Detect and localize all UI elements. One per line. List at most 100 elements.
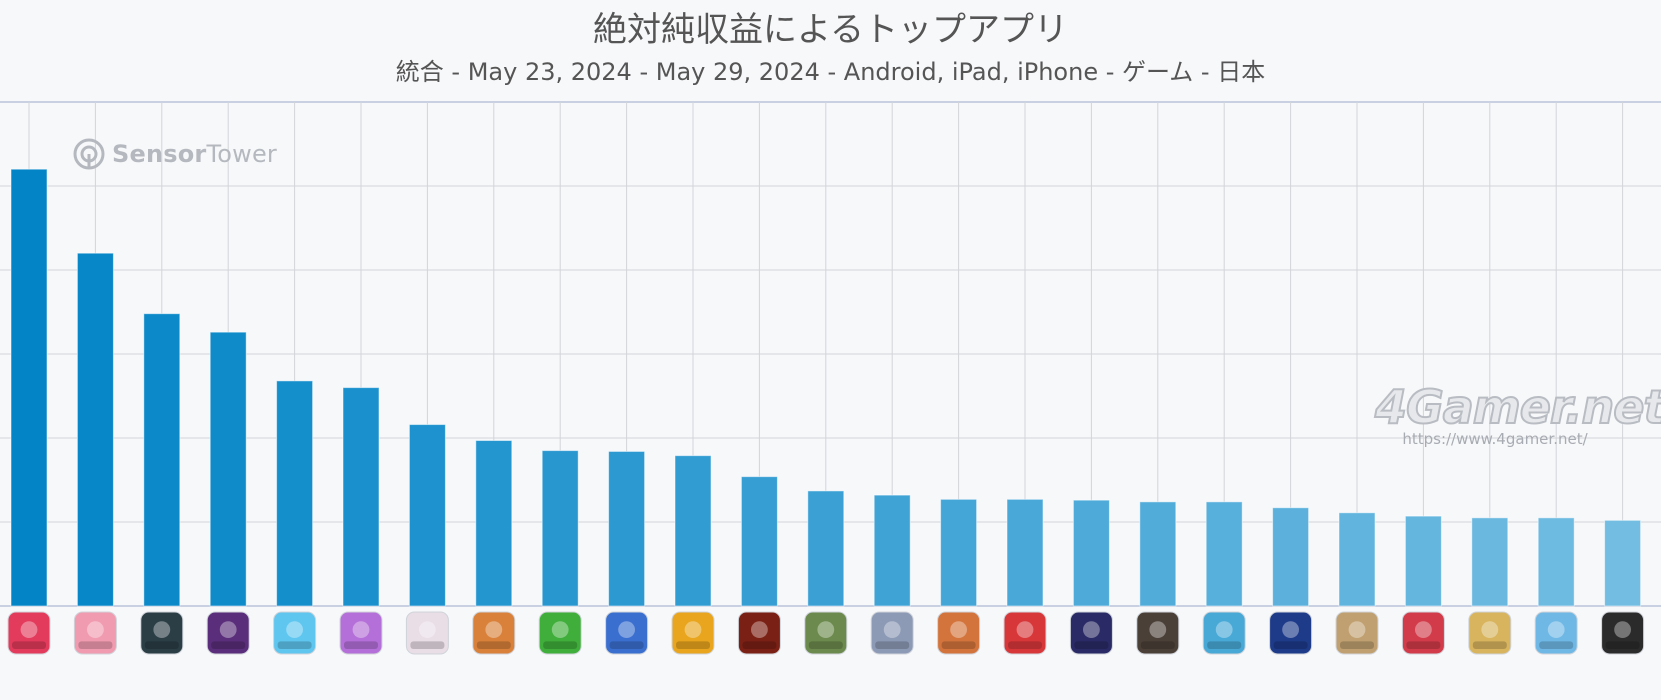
- adventure-girl-icon: [472, 611, 516, 655]
- 4gamer-watermark: 4Gamer.net https://www.4gamer.net/: [1374, 379, 1661, 448]
- three-kingdoms-icon-tile: [737, 611, 781, 655]
- sensor-tower-logo-icon: [73, 138, 105, 170]
- chart-subtitle: 統合 - May 23, 2024 - May 29, 2024 - Andro…: [395, 58, 1266, 86]
- bar-5: [276, 380, 314, 607]
- bar-8: [475, 440, 513, 607]
- now-logo-icon-band: [1605, 641, 1640, 649]
- bar-19: [1205, 501, 1243, 607]
- adventure-girl-icon-highlight: [485, 621, 503, 639]
- bar-25: [1604, 519, 1642, 607]
- mushroom-legend-icon-highlight: [551, 621, 569, 639]
- 4gamer-logo: 4Gamer.net: [1374, 379, 1661, 435]
- dragon-ball-icon: [1069, 611, 1113, 655]
- bar-2: [76, 252, 114, 607]
- bar-13: [807, 490, 845, 607]
- anime-girl-pink-icon-band: [78, 641, 113, 649]
- pokeball-icon: [1003, 611, 1047, 655]
- pirate-icon-highlight: [1348, 621, 1366, 639]
- adventure-girl-icon-band: [476, 641, 511, 649]
- magic-girl-icon-band: [1406, 641, 1441, 649]
- sensor-tower-wordmark: SensorTower: [112, 140, 277, 168]
- coin-master-icon-band: [676, 641, 710, 649]
- pokeball-icon-highlight: [1016, 621, 1034, 639]
- magic-girl-icon-tile: [1401, 611, 1445, 655]
- sorcerer-icon: [605, 611, 649, 655]
- dark-fantasy-icon-highlight: [153, 621, 171, 639]
- bar-15: [940, 498, 978, 607]
- bar-21: [1338, 512, 1376, 607]
- blue-hair-girl-icon: [1534, 611, 1578, 655]
- magic-girl-icon: [1401, 611, 1445, 655]
- three-kingdoms-icon-band: [742, 641, 777, 649]
- coin-master-icon-tile: [671, 611, 715, 655]
- blue-planet-icon-highlight: [1282, 621, 1299, 639]
- dark-fantasy-icon-band: [144, 641, 179, 649]
- adventure-girl-icon-tile: [472, 611, 516, 655]
- blue-hair-girl-icon-highlight: [1547, 621, 1565, 639]
- bar-20: [1272, 507, 1310, 607]
- netmarble-anime-icon-tile: [937, 611, 981, 655]
- pokeball-icon-tile: [1003, 611, 1047, 655]
- silver-hair-girl-icon-highlight: [883, 621, 901, 639]
- castle-strategy-icon-highlight: [817, 621, 835, 639]
- puzzle-math-icon-highlight: [286, 621, 303, 639]
- castle-strategy-icon-band: [808, 641, 843, 649]
- castle-strategy-icon-tile: [804, 611, 848, 655]
- bar-16: [1006, 498, 1044, 607]
- bar-1: [10, 168, 48, 607]
- horse-girl-icon-tile: [339, 611, 383, 655]
- blue-hair-girl-icon-band: [1539, 641, 1574, 649]
- magic-girl-icon-highlight: [1415, 621, 1432, 639]
- bar-6: [342, 387, 380, 607]
- bar-7: [408, 424, 446, 607]
- netmarble-anime-icon-highlight: [950, 621, 967, 639]
- dragon-ball-icon-highlight: [1083, 621, 1100, 639]
- coin-master-icon-highlight: [684, 621, 702, 639]
- bar-11: [674, 455, 712, 607]
- bar-10: [608, 450, 646, 607]
- blue-planet-icon: [1269, 611, 1313, 655]
- sorcerer-icon-highlight: [618, 621, 635, 639]
- puzzle-math-icon-tile: [273, 611, 317, 655]
- bar-12: [740, 476, 778, 607]
- silver-hair-girl-icon-band: [875, 641, 910, 649]
- bar-24: [1537, 517, 1575, 607]
- blonde-knight-icon-band: [1472, 641, 1507, 649]
- sorcerer-icon-band: [609, 641, 644, 649]
- horse-girl-icon-highlight: [352, 621, 370, 639]
- now-logo-icon-tile: [1601, 611, 1645, 655]
- fighter-purple-icon-tile: [206, 611, 250, 655]
- netmarble-anime-icon: [937, 611, 981, 655]
- bar-18: [1139, 501, 1177, 607]
- bar-3: [143, 313, 181, 607]
- blue-hair-girl-icon-tile: [1534, 611, 1578, 655]
- dragon-icon: [7, 611, 51, 655]
- fighter-purple-icon-highlight: [219, 621, 237, 639]
- silver-hair-girl-icon: [870, 611, 914, 655]
- anime-girl-pink-icon: [73, 611, 117, 655]
- horse-girl-icon: [339, 611, 383, 655]
- blue-planet-icon-band: [1273, 641, 1308, 649]
- blue-planet-icon-tile: [1269, 611, 1313, 655]
- bar-22: [1404, 515, 1442, 607]
- chart-bars: [10, 168, 1642, 607]
- netmarble-anime-icon-band: [941, 641, 976, 649]
- three-kingdoms-icon: [737, 611, 781, 655]
- math-soldier-icon-band: [1207, 641, 1242, 649]
- anime-girl-pink-icon-tile: [73, 611, 117, 655]
- castle-strategy-icon: [804, 611, 848, 655]
- three-kingdoms-icon-highlight: [751, 621, 768, 639]
- sensor-tower-watermark: SensorTower: [72, 136, 277, 172]
- white-hair-girl-icon-band: [410, 641, 445, 649]
- bar-23: [1471, 517, 1509, 607]
- horse-girl-icon-band: [344, 641, 378, 649]
- math-soldier-icon: [1202, 611, 1246, 655]
- dragon-ball-icon-tile: [1069, 611, 1113, 655]
- mushroom-legend-icon-tile: [538, 611, 582, 655]
- puzzle-math-icon-band: [277, 641, 312, 649]
- app-icons-row: [7, 611, 1645, 655]
- puzzle-math-icon: [273, 611, 317, 655]
- sorcerer-icon-tile: [605, 611, 649, 655]
- pirate-icon-tile: [1335, 611, 1379, 655]
